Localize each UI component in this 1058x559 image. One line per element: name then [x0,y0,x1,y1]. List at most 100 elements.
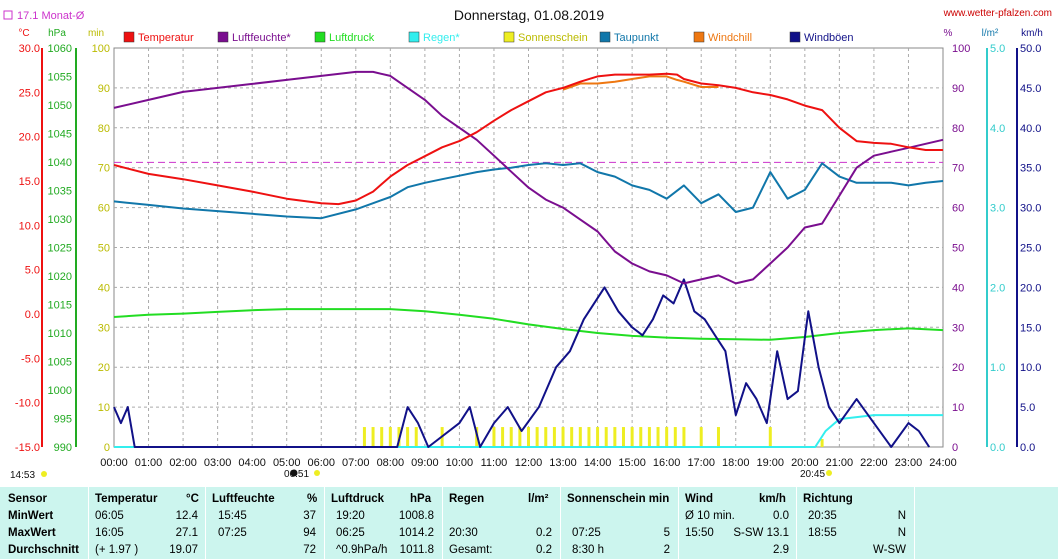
series-line-windben [113,278,931,448]
table-cell-hum-val: 94 [303,527,316,539]
table-cell-wind-time: 15:50 [685,527,714,539]
wind-unit-label: km/h [1021,28,1043,39]
sunshine-bar [501,427,505,447]
humidity-tick-label: 70 [952,163,964,175]
wind-tick-label: 35.0 [1020,163,1041,175]
x-tick-label: 02:00 [169,457,197,469]
humidity-tick-label: 90 [952,83,964,95]
pressure-tick-label: 1010 [48,328,72,340]
wind-tick-label: 30.0 [1020,203,1041,215]
sunshine-bar [552,427,556,447]
pressure-tick-label: 990 [54,442,72,454]
temperature-tick-label: 10.0 [19,220,40,232]
wind-tick-label: 15.0 [1020,322,1041,334]
rain-tick-label: 0.0 [990,442,1005,454]
sunshine-tick-label: 100 [92,43,110,55]
header-pressure-unit: hPa [410,493,432,505]
rain-tick-label: 4.0 [990,123,1005,135]
sunshine-tick-label: 70 [98,163,110,175]
temperature-tick-label: 0.0 [25,309,40,321]
header-sunshine: Sonnenschein min [567,493,670,505]
sunshine-unit-label: min [88,28,104,39]
rain-tick-label: 5.0 [990,43,1005,55]
table-cell-temp-val: 12.4 [175,510,198,522]
table-cell-temp-time: (+ 1.97 ) [95,544,139,556]
legend-label: Luftfeuchte* [232,32,291,44]
sunshine-bar [587,427,591,447]
table-cell-label: MaxWert [8,527,56,539]
pressure-tick-label: 1030 [48,214,72,226]
sunshine-tick-label: 40 [98,282,110,294]
temperature-tick-label: -15.0 [15,442,40,454]
table-cell-sun-val: 2 [663,544,670,556]
table-cell-hum-val: 72 [303,544,316,556]
sunshine-bar [768,427,772,447]
sunshine-bar [647,427,651,447]
wind-tick-label: 50.0 [1020,43,1041,55]
rain-tick-label: 1.0 [990,362,1005,374]
humidity-tick-label: 40 [952,282,964,294]
table-cell-dir-time: 20:35 [808,510,837,522]
sunshine-bar [699,427,703,447]
temperature-tick-label: -10.0 [15,398,40,410]
legend-label: Taupunkt [614,32,659,44]
monthly-avg-label: 17.1 Monat-Ø [17,10,85,22]
table-cell-rain-time: 20:30 [449,527,478,539]
table-cell-temp-time: 06:05 [95,510,124,522]
sunshine-bar [578,427,582,447]
series-line-temperatur [113,72,943,206]
pressure-tick-label: 1045 [48,129,72,141]
x-tick-label: 08:00 [377,457,405,469]
sunshine-bar [518,427,522,447]
pressure-tick-label: 1060 [48,43,72,55]
sunrise-icon [290,469,298,477]
sun-icon [41,471,47,477]
x-tick-label: 24:00 [929,457,957,469]
table-cell-press-val: 1008.8 [398,510,434,522]
humidity-tick-label: 50 [952,243,964,255]
sunshine-bar [544,427,548,447]
table-cell-dir-val: N [897,527,906,539]
pressure-tick-label: 1005 [48,357,72,369]
table-cell-dir-val: N [897,510,906,522]
site-link[interactable]: www.wetter-pfalzen.com [943,8,1052,19]
header-humidity: Luftfeuchte [212,493,275,505]
series-line-regen [114,414,943,448]
legend-swatch [408,31,420,43]
pressure-tick-label: 1040 [48,157,72,169]
temperature-tick-label: 25.0 [19,87,40,99]
x-tick-label: 13:00 [549,457,577,469]
temperature-tick-label: 20.0 [19,132,40,144]
table-cell-sun-val: 5 [663,527,670,539]
sunshine-bar [596,427,600,447]
sunshine-bar [362,427,366,447]
legend-label: Regen* [423,32,460,44]
table-cell-temp-val: 27.1 [175,527,198,539]
sunshine-bar [673,427,677,447]
x-tick-label: 05:00 [273,457,301,469]
header-wind: Wind [685,493,713,505]
sunshine-bar [665,427,669,447]
table-cell-temp-time: 16:05 [95,527,124,539]
sunshine-bar [639,427,643,447]
temperature-tick-label: 15.0 [19,176,40,188]
sunshine-bar [656,427,660,447]
x-tick-label: 21:00 [826,457,854,469]
legend-label: Windchill [708,32,752,44]
pressure-tick-label: 1035 [48,186,72,198]
chart-grid [113,47,944,448]
temp-unit-label: °C [18,28,29,39]
table-cell-press-time: 19:20 [336,510,365,522]
pressure-tick-label: 1015 [48,300,72,312]
table-cell-rain-time: Gesamt: [449,544,493,556]
temperature-tick-label: -5.0 [21,353,40,365]
sunshine-bar [527,427,530,447]
table-cell-label: MinWert [8,510,54,522]
sunshine-bar [492,427,496,447]
legend-label: Temperatur [138,32,194,44]
sunshine-bar [630,427,634,447]
x-tick-label: 10:00 [446,457,474,469]
header-wind-unit: km/h [759,493,786,505]
statistics-table: Sensor Temperatur °C Luftfeuchte % Luftd… [0,487,1058,559]
table-cell-sun-time: 8:30 h [572,544,604,556]
